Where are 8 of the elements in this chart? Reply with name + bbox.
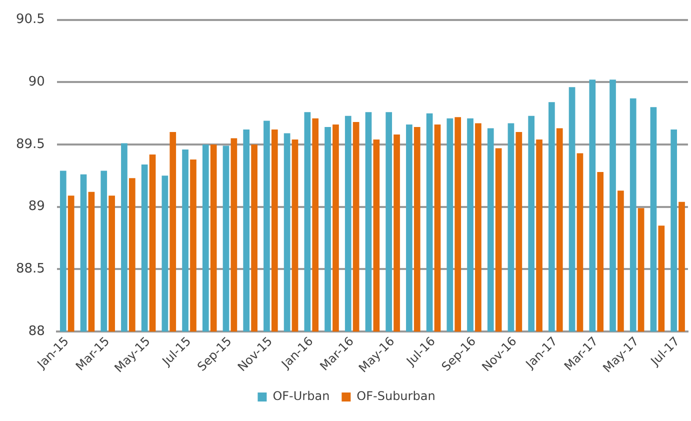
y-tick-label: 89 (28, 199, 45, 214)
y-tick-label: 89.5 (16, 136, 45, 152)
y-tick-label: 88.5 (16, 262, 45, 277)
legend-label: OF-Urban (272, 389, 330, 404)
y-tick-label: 88 (28, 324, 45, 339)
y-tick-label: 90.5 (16, 12, 45, 28)
legend-label: OF-Suburban (356, 389, 436, 404)
y-tick-label: 90 (28, 74, 45, 90)
